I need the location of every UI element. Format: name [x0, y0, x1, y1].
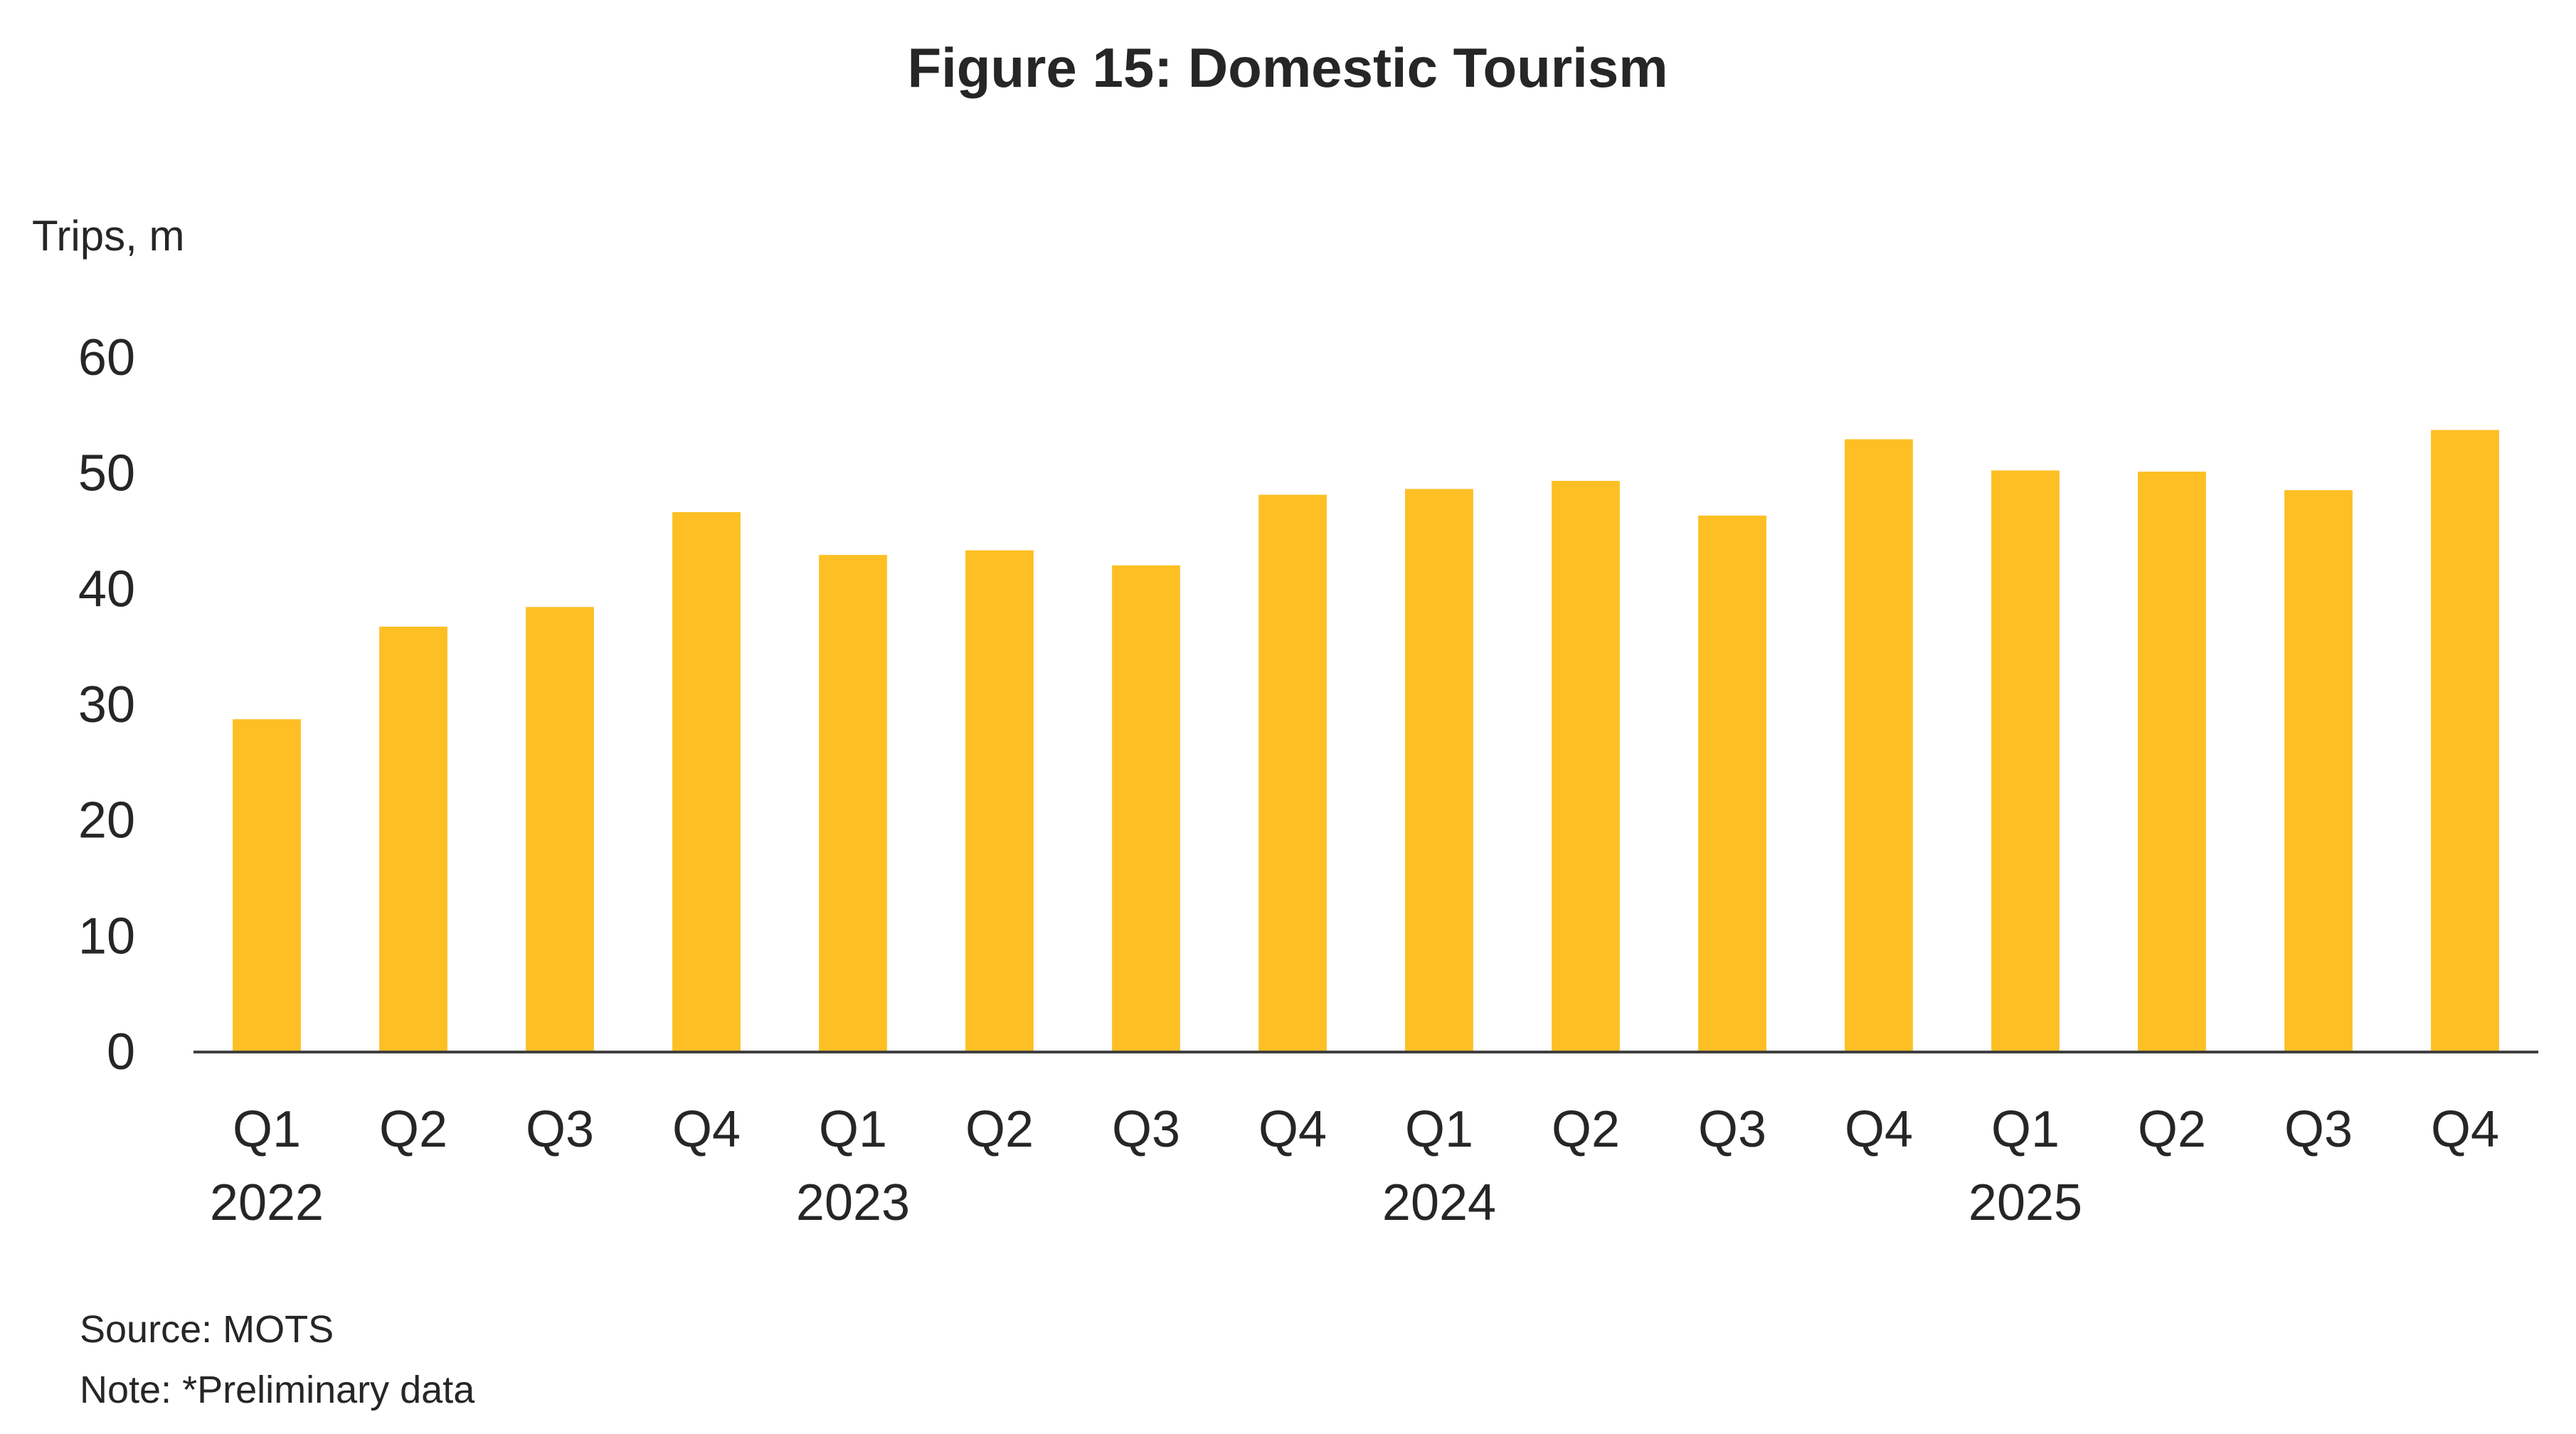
chart-title: Figure 15: Domestic Tourism: [907, 36, 1668, 99]
y-tick-label: 30: [78, 676, 135, 733]
bar-5: [819, 555, 887, 1051]
x-tick-label: Q1: [1405, 1101, 1473, 1158]
y-tick-label: 50: [78, 445, 135, 502]
bar-9: [1405, 489, 1473, 1051]
bar-7: [1112, 565, 1180, 1051]
bar-6: [965, 550, 1034, 1051]
y-axis-ticks: 0 10 20 30 40 50 60: [78, 329, 135, 1080]
bar-14: [2138, 472, 2206, 1051]
source-note: Source: MOTS: [80, 1308, 334, 1351]
x-tick-label: Q4: [2431, 1101, 2499, 1158]
x-tick-label: Q1: [1991, 1101, 2060, 1158]
bar-2: [379, 627, 447, 1051]
x-tick-label: Q1: [819, 1101, 887, 1158]
year-label: 2024: [1382, 1174, 1496, 1231]
bar-15: [2284, 490, 2353, 1051]
bar-10: [1552, 481, 1620, 1051]
x-tick-label: Q3: [526, 1101, 594, 1158]
bar-4: [672, 511, 741, 1051]
bar-16: [2431, 430, 2499, 1051]
x-tick-label: Q1: [233, 1101, 301, 1158]
year-label: 2025: [1968, 1174, 2082, 1231]
bar-12: [1845, 439, 1913, 1051]
bars: [233, 430, 2499, 1051]
y-tick-label: 10: [78, 908, 135, 965]
preliminary-data-note: Note: *Preliminary data: [80, 1369, 475, 1411]
bar-13: [1991, 470, 2060, 1051]
year-label: 2023: [796, 1174, 910, 1231]
year-label: 2022: [210, 1174, 324, 1231]
y-tick-label: 0: [107, 1024, 135, 1080]
x-tick-label: Q2: [379, 1101, 447, 1158]
y-tick-label: 60: [78, 329, 135, 386]
x-tick-label: Q4: [672, 1101, 741, 1158]
y-tick-label: 40: [78, 561, 135, 617]
x-axis-ticks: Q1 Q2 Q3 Q4 Q1 Q2 Q3 Q4 Q1 Q2 Q3 Q4 Q1 Q2 Q3 Q4: [233, 1101, 2499, 1158]
y-axis-label: Trips, m: [32, 212, 184, 260]
bar-11: [1698, 515, 1766, 1051]
x-tick-label: Q2: [1552, 1101, 1620, 1158]
x-tick-label: Q3: [1698, 1101, 1766, 1158]
x-tick-label: Q2: [965, 1101, 1034, 1158]
bar-1: [233, 719, 301, 1051]
x-axis-year-labels: 2022 2023 2024 2025: [210, 1174, 2082, 1231]
y-tick-label: 20: [78, 792, 135, 849]
bar-8: [1258, 494, 1327, 1051]
x-tick-label: Q3: [2284, 1101, 2353, 1158]
bar-3: [526, 607, 594, 1051]
x-tick-label: Q4: [1845, 1101, 1913, 1158]
x-tick-label: Q2: [2138, 1101, 2206, 1158]
x-tick-label: Q4: [1258, 1101, 1327, 1158]
x-tick-label: Q3: [1112, 1101, 1180, 1158]
